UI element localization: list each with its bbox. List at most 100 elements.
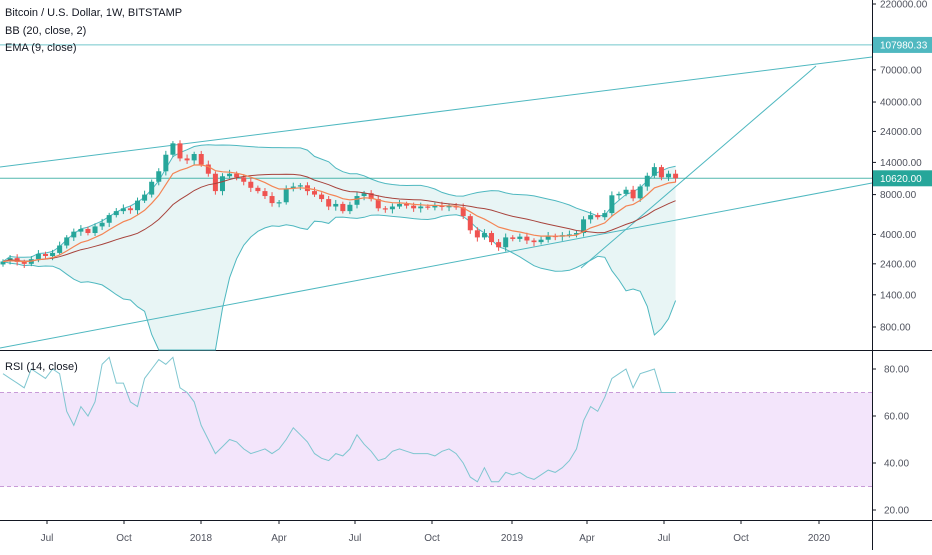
candle-body [347,204,353,212]
candle-body [481,233,487,238]
candle-body [623,189,629,194]
candle-body [319,194,325,200]
price-badge-label: 107980.33 [880,40,928,51]
candle-body [425,206,431,208]
candle-body [651,167,657,176]
rsi-tick-label: 60.00 [884,412,909,423]
rsi-band [0,392,872,487]
candle-body [312,191,318,195]
candle-body [496,242,502,248]
candle-body [177,143,183,159]
candle-body [290,186,296,189]
time-tick-label: Jul [349,533,362,544]
bb-basis-line [2,173,676,262]
candle-body [85,228,91,234]
candle-body [184,158,190,161]
candle-body [297,185,303,187]
candle-body [269,196,275,204]
candle-body [191,154,197,161]
candle-body [389,206,395,210]
candle-body [106,215,112,223]
candle-body [241,177,247,182]
candle-body [545,235,551,240]
candle-body [524,236,530,241]
bb-fill [3,144,676,350]
ema-line [2,164,676,263]
candle-body [573,233,579,235]
candle-body [64,237,70,246]
rsi-tick-label: 20.00 [884,506,909,517]
candle-body [432,205,438,208]
candle-body [78,228,84,232]
chart-title: Bitcoin / U.S. Dollar, 1W, BITSTAMP [5,7,182,19]
candle-body [595,215,601,218]
candle-body [489,233,495,243]
candle-body [673,173,679,179]
candle-body [142,194,148,201]
ema-and-basis [2,164,676,263]
price-badge [873,36,932,53]
candle-body [57,245,63,253]
candle-body [50,252,56,256]
candle-body [382,208,388,210]
candle-body [0,261,6,265]
time-tick-label: 2019 [501,533,524,544]
candle-body [588,215,594,220]
time-tick-label: Jul [658,533,671,544]
price-badge-label: 10620.00 [880,174,922,185]
candle-body [453,206,459,208]
trendlines [0,44,873,349]
trendline-parabolic [580,65,817,269]
candle-body [368,193,374,200]
axes: 220000.00 70000.00 40000.00 24000.00 14000.0… [41,0,932,544]
candle-body [460,207,466,217]
candle-body [156,171,162,182]
candle-body [227,173,233,177]
time-tick-label: 2018 [190,533,213,544]
candle-body [411,205,417,209]
candle-body [149,181,155,195]
price-tick-label: 14000.00 [880,158,922,169]
candle-body [170,143,176,155]
candle-body [503,237,509,248]
candle-body [198,154,204,165]
rsi-label: RSI (14, close) [5,361,78,373]
time-tick-label: Oct [733,533,749,544]
candle-body [333,203,339,207]
bb-lower-band [2,214,677,351]
candle-body [113,211,119,216]
candle-body [467,216,473,231]
candle-body [340,203,346,212]
time-tick-label: 2020 [808,533,831,544]
candle-body [396,203,402,207]
time-tick-label: Jul [41,533,54,544]
candle-body [326,199,332,207]
candle-body [404,203,410,206]
time-tick-label: Oct [424,533,440,544]
candle-body [205,164,211,174]
candle-body [120,208,126,212]
candle-body [637,186,643,199]
candle-body [517,236,523,239]
price-tick-label: 220000.00 [880,0,928,11]
price-tick-label: 4000.00 [880,230,917,241]
candle-body [510,237,516,239]
candle-body [439,205,445,207]
price-tick-label: 800.00 [880,323,911,334]
candle-body [375,199,381,209]
time-tick-label: Apr [579,533,595,544]
candle-body [35,253,41,260]
candle-body [283,188,289,203]
candle-body [418,206,424,209]
candle-body [262,191,268,197]
candle-body [609,195,615,214]
candle-body [361,193,367,197]
rsi-tick-label: 80.00 [884,365,909,376]
price-tick-label: 70000.00 [880,65,922,76]
candle-body [42,253,48,256]
candle-body [234,173,240,178]
candle-body [616,193,622,196]
legend-ema: EMA (9, close) [5,42,77,54]
